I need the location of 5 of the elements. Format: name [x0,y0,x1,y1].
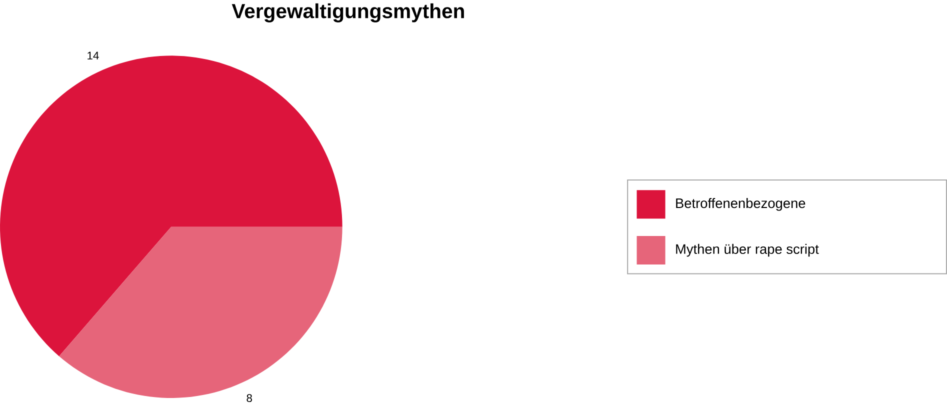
legend-label: Mythen über rape script [676,244,819,256]
legend-label: Betroffenenbezogene [676,198,806,211]
chart-title: Vergewaltigungsmythen [232,3,464,22]
data-label: 14 [88,52,99,60]
data-label: 8 [246,394,252,402]
